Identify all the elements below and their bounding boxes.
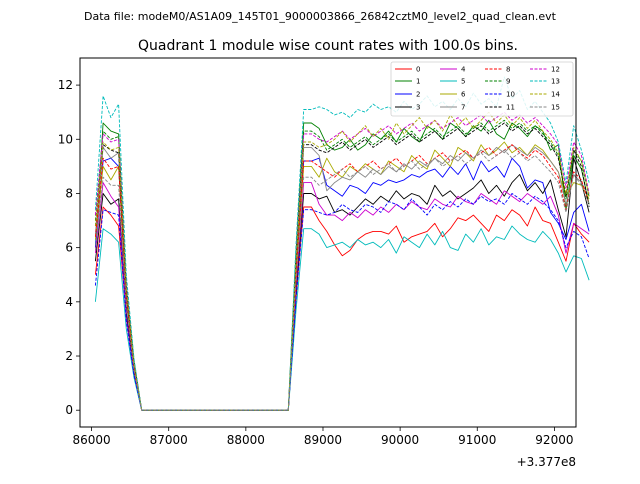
- x-tick-label: 88000: [227, 433, 265, 447]
- x-tick-label: 91000: [458, 433, 496, 447]
- legend-label-8: 8: [506, 66, 510, 74]
- figure-suptitle: Data file: modeM0/AS1A09_145T01_90000038…: [84, 10, 557, 23]
- series-line-5: [94, 225, 590, 411]
- series-line-14: [94, 111, 590, 411]
- x-tick-label: 92000: [535, 433, 573, 447]
- y-tick-label: 4: [65, 295, 73, 309]
- series-line-9: [94, 119, 590, 411]
- legend-label-15: 15: [551, 104, 560, 112]
- legend-label-14: 14: [551, 91, 560, 99]
- x-tick-label: 89000: [304, 433, 342, 447]
- series-line-10: [94, 193, 590, 411]
- legend-label-5: 5: [461, 78, 465, 86]
- y-tick-label: 10: [58, 132, 73, 146]
- x-tick-label: 90000: [381, 433, 419, 447]
- legend-label-12: 12: [551, 66, 560, 74]
- y-tick-label: 2: [65, 349, 73, 363]
- legend-label-1: 1: [416, 78, 420, 86]
- legend-label-0: 0: [416, 66, 420, 74]
- legend-label-2: 2: [416, 91, 420, 99]
- legend-label-6: 6: [461, 91, 466, 99]
- y-tick-label: 12: [58, 78, 73, 92]
- legend-label-9: 9: [506, 78, 510, 86]
- y-tick-label: 6: [65, 241, 73, 255]
- legend-label-10: 10: [506, 91, 515, 99]
- legend-frame: [390, 61, 574, 117]
- plot-area: [79, 57, 590, 428]
- legend-label-4: 4: [461, 66, 466, 74]
- y-axis: 0 2 4 6 8 10 12: [58, 78, 80, 417]
- legend-label-13: 13: [551, 78, 560, 86]
- axes-frame: [79, 57, 577, 428]
- x-tick-label: 87000: [150, 433, 188, 447]
- legend-label-7: 7: [461, 104, 465, 112]
- series-line-15: [94, 149, 590, 411]
- x-axis-offset-text: +3.377e8: [517, 455, 576, 469]
- x-tick-label: 86000: [72, 433, 110, 447]
- legend-label-3: 3: [416, 104, 420, 112]
- y-tick-label: 0: [65, 403, 73, 417]
- y-tick-label: 8: [65, 186, 73, 200]
- legend-label-11: 11: [506, 104, 515, 112]
- chart-title: Quadrant 1 module wise count rates with …: [138, 38, 518, 54]
- x-axis: 86000 87000 88000 89000 90000 91000 92000: [72, 427, 573, 447]
